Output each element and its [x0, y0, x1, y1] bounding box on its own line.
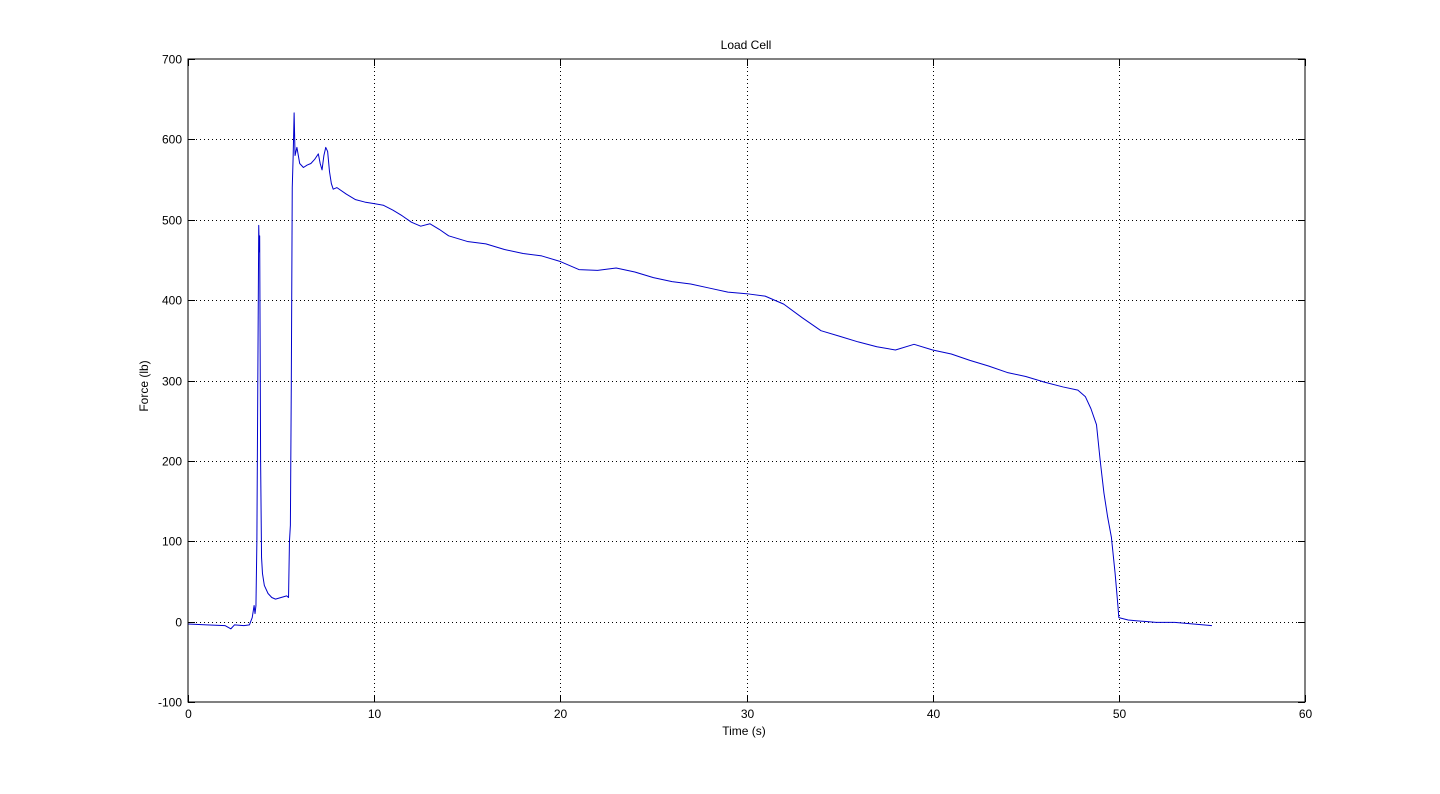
plot-frame [187, 58, 1306, 703]
series-layer [187, 112, 1212, 630]
chart-title: Load Cell [721, 38, 772, 52]
y-tick-label: 200 [162, 455, 182, 469]
x-tick-label: 0 [185, 707, 192, 721]
y-tick-label: 100 [162, 535, 182, 549]
series-line-1 [187, 112, 1212, 630]
x-axis-label: Time (s) [722, 724, 766, 738]
x-tick-label: 30 [741, 707, 755, 721]
y-tick-labels: -100 0 100 200 300 400 500 600 700 [158, 53, 182, 710]
x-tick-label: 20 [554, 707, 568, 721]
tick-marks [188, 59, 1306, 703]
y-tick-label: 300 [162, 375, 182, 389]
x-tick-labels: 0 10 20 30 40 50 60 [185, 707, 1312, 721]
y-tick-label: 600 [162, 133, 182, 147]
plot-background [188, 59, 1305, 702]
x-tick-label: 60 [1299, 707, 1313, 721]
y-tick-label: 700 [162, 53, 182, 67]
y-axis-label: Force (lb) [137, 360, 151, 411]
x-tick-label: 50 [1113, 707, 1127, 721]
x-tick-label: 40 [927, 707, 941, 721]
y-tick-label: -100 [158, 696, 182, 710]
y-tick-label: 400 [162, 294, 182, 308]
x-tick-label: 10 [368, 707, 382, 721]
y-tick-label: 0 [175, 616, 182, 630]
y-tick-label: 500 [162, 214, 182, 228]
